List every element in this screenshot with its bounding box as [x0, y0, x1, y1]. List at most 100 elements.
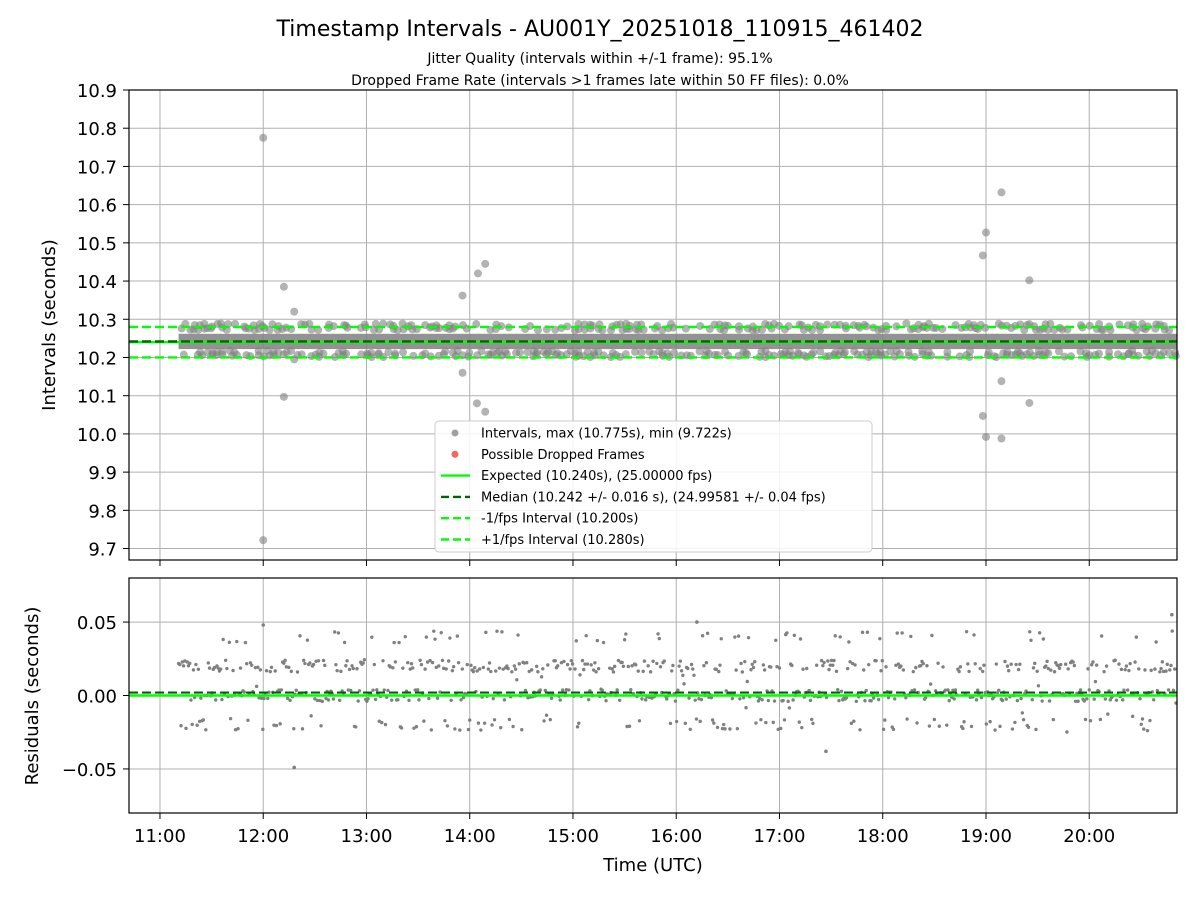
residual-point: [792, 633, 797, 638]
residual-point: [1019, 696, 1023, 701]
residual-point: [982, 663, 986, 667]
residual-point: [637, 719, 642, 723]
residual-point: [529, 668, 534, 672]
residual-point: [492, 718, 497, 722]
residual-point: [337, 698, 342, 703]
residual-point: [1014, 662, 1018, 667]
residual-point: [1090, 663, 1094, 667]
residual-point: [662, 659, 666, 663]
residual-point: [1085, 697, 1089, 701]
residual-point: [966, 662, 970, 666]
residual-point: [1142, 727, 1146, 731]
interval-point: [839, 350, 848, 359]
residual-point: [451, 665, 456, 669]
legend-label: +1/fps Interval (10.280s): [481, 533, 645, 548]
residual-point: [687, 696, 691, 700]
residual-point: [1083, 717, 1088, 722]
residual-point: [1026, 725, 1031, 729]
residual-point: [722, 722, 726, 727]
residual-point: [541, 667, 545, 671]
residual-point: [1104, 664, 1109, 668]
residual-point: [973, 662, 977, 666]
residual-point: [782, 718, 787, 722]
residual-point: [403, 634, 408, 639]
residual-point: [589, 663, 593, 667]
residual-point: [891, 727, 896, 732]
residual-point: [228, 716, 233, 721]
residual-point: [261, 727, 265, 732]
residual-point: [641, 669, 645, 674]
residual-point: [582, 667, 586, 672]
interval-outlier-point: [458, 368, 467, 377]
residual-point: [1021, 717, 1026, 722]
residual-point: [745, 679, 749, 684]
residual-point: [517, 662, 521, 666]
residual-point: [453, 727, 457, 731]
legend-label: Possible Dropped Frames: [481, 448, 645, 463]
residual-point: [397, 640, 401, 645]
interval-point: [502, 350, 511, 359]
residual-point: [548, 717, 552, 722]
legend-label: Median (10.242 +/- 0.016 s), (24.99581 +…: [481, 490, 826, 505]
residual-point: [695, 620, 699, 624]
residual-point: [477, 667, 482, 671]
residual-point: [998, 724, 1002, 729]
residual-point: [974, 698, 979, 702]
residual-point: [591, 668, 596, 672]
residual-point: [268, 669, 272, 674]
residual-point: [693, 698, 697, 702]
residual-point: [893, 697, 897, 701]
residual-point: [523, 688, 528, 693]
residual-point: [766, 698, 771, 703]
residual-point: [1078, 688, 1083, 692]
residual-point: [1099, 634, 1104, 638]
residual-point: [491, 696, 495, 701]
residual-point: [409, 661, 414, 666]
residual-point: [583, 662, 587, 666]
residual-point: [914, 665, 918, 670]
residuals-xtick-label: 12:00: [237, 826, 289, 847]
residual-point: [560, 688, 565, 692]
residual-point: [1120, 698, 1125, 702]
residual-point: [181, 664, 186, 668]
residual-point: [1030, 697, 1034, 702]
residual-point: [190, 722, 194, 727]
residual-point: [424, 635, 429, 639]
residual-point: [759, 717, 763, 722]
residual-point: [860, 630, 865, 635]
interval-point: [841, 324, 850, 333]
residual-point: [235, 639, 239, 644]
residual-point: [584, 633, 588, 638]
residual-point: [254, 684, 259, 689]
residual-point: [927, 724, 932, 728]
residual-point: [904, 696, 908, 700]
residual-point: [677, 664, 681, 668]
interval-point: [1165, 326, 1174, 335]
residual-point: [1016, 667, 1021, 672]
residual-point: [744, 705, 748, 710]
residual-point: [1106, 712, 1110, 716]
residual-point: [1139, 722, 1143, 726]
interval-point: [606, 326, 615, 335]
intervals-panel: 9.7 9.8 9.9 10.0 10.1 10.2 10.3 10.4 10.5 10.6 10.…: [39, 81, 1180, 566]
residual-point: [801, 667, 805, 671]
residual-point: [1164, 669, 1168, 673]
residual-point: [189, 698, 193, 702]
residual-point: [282, 661, 286, 665]
residual-point: [779, 726, 783, 731]
interval-point: [631, 347, 640, 356]
residual-point: [511, 724, 515, 729]
residual-point: [1170, 612, 1174, 617]
residual-point: [655, 661, 659, 666]
interval-outlier-point: [259, 133, 268, 142]
residual-point: [277, 688, 281, 692]
intervals-ytick-label: 10.3: [77, 310, 117, 331]
residual-point: [1036, 684, 1041, 688]
legend-box: [434, 420, 873, 553]
residual-point: [199, 696, 203, 700]
residual-point: [502, 698, 507, 702]
residual-point: [370, 635, 374, 639]
residual-point: [921, 661, 925, 666]
residual-point: [1122, 688, 1126, 692]
residual-point: [570, 662, 575, 666]
